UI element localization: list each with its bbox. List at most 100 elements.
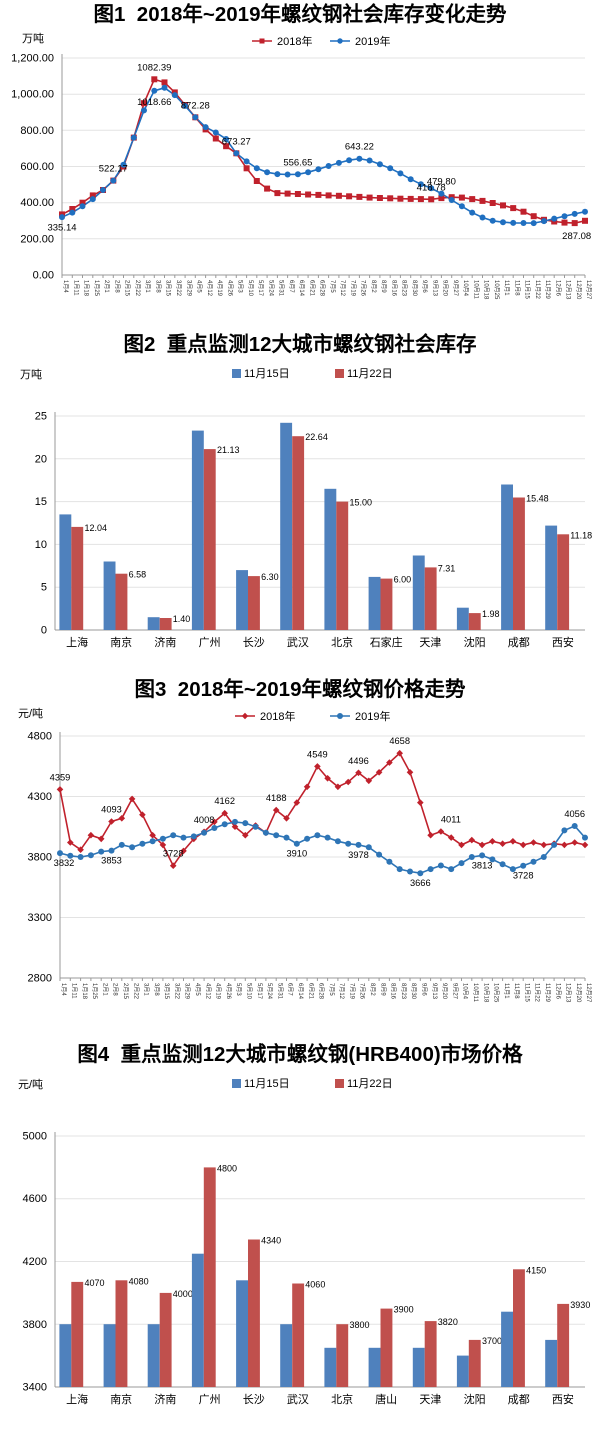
svg-text:4月5: 4月5 <box>196 280 203 293</box>
svg-text:1,200.00: 1,200.00 <box>11 53 54 65</box>
svg-text:4340: 4340 <box>261 1236 281 1246</box>
svg-text:石家庄: 石家庄 <box>370 635 403 649</box>
svg-text:15.00: 15.00 <box>350 498 373 508</box>
svg-text:4000: 4000 <box>173 1289 193 1299</box>
svg-text:上海: 上海 <box>66 1392 88 1406</box>
svg-text:4月12: 4月12 <box>206 280 213 297</box>
svg-text:12月20: 12月20 <box>575 280 582 300</box>
svg-text:3300: 3300 <box>28 912 52 924</box>
svg-text:12月6: 12月6 <box>554 280 561 297</box>
svg-text:5: 5 <box>41 582 47 594</box>
svg-text:11月15日: 11月15日 <box>244 1078 290 1090</box>
svg-text:2月15: 2月15 <box>122 983 129 1000</box>
svg-text:12月6: 12月6 <box>554 983 561 1000</box>
svg-text:4月19: 4月19 <box>216 280 223 297</box>
svg-text:3800: 3800 <box>23 1319 47 1331</box>
svg-text:3400: 3400 <box>23 1382 47 1394</box>
svg-text:4056: 4056 <box>564 809 585 819</box>
svg-text:3700: 3700 <box>482 1336 502 1346</box>
svg-text:335.14: 335.14 <box>47 222 76 233</box>
svg-text:556.65: 556.65 <box>283 157 312 168</box>
svg-text:天津: 天津 <box>419 1393 441 1406</box>
svg-text:3820: 3820 <box>438 1317 458 1327</box>
svg-text:8月23: 8月23 <box>401 280 408 297</box>
svg-text:2月1: 2月1 <box>103 280 110 293</box>
svg-text:5月31: 5月31 <box>278 280 285 297</box>
svg-text:8月9: 8月9 <box>380 280 387 293</box>
svg-text:4800: 4800 <box>28 731 52 743</box>
svg-text:4月12: 4月12 <box>204 983 211 1000</box>
svg-text:8月16: 8月16 <box>390 983 397 1000</box>
svg-text:4月5: 4月5 <box>194 983 201 996</box>
svg-text:3728: 3728 <box>163 849 184 859</box>
svg-text:7月12: 7月12 <box>338 983 345 1000</box>
svg-text:6月28: 6月28 <box>318 983 325 1000</box>
svg-text:3月8: 3月8 <box>153 983 160 996</box>
svg-text:沈阳: 沈阳 <box>464 635 486 649</box>
svg-text:872.28: 872.28 <box>181 100 210 111</box>
svg-text:9月13: 9月13 <box>431 280 438 297</box>
svg-text:6.30: 6.30 <box>261 572 279 582</box>
svg-text:4070: 4070 <box>85 1278 105 1288</box>
svg-text:7.31: 7.31 <box>438 563 456 573</box>
svg-text:5月17: 5月17 <box>256 983 263 1000</box>
svg-text:4093: 4093 <box>101 805 122 815</box>
svg-text:11月15: 11月15 <box>524 280 531 300</box>
svg-text:1月25: 1月25 <box>91 983 98 1000</box>
svg-text:7月12: 7月12 <box>339 280 346 297</box>
svg-text:11月22日: 11月22日 <box>347 1078 393 1090</box>
svg-text:1月11: 1月11 <box>73 280 80 296</box>
svg-text:3月1: 3月1 <box>144 280 151 293</box>
svg-text:643.22: 643.22 <box>345 142 374 153</box>
svg-text:5月3: 5月3 <box>235 983 242 996</box>
svg-text:7月26: 7月26 <box>359 983 366 1000</box>
svg-text:2月15: 2月15 <box>124 280 131 297</box>
svg-text:12月20: 12月20 <box>575 983 582 1003</box>
svg-text:3月8: 3月8 <box>155 280 162 293</box>
svg-text:广州: 广州 <box>199 1393 221 1406</box>
svg-text:10月4: 10月4 <box>462 983 469 1000</box>
svg-text:10月11: 10月11 <box>472 983 479 1003</box>
svg-text:万吨: 万吨 <box>20 368 42 381</box>
svg-text:6.58: 6.58 <box>129 570 147 580</box>
svg-text:3月29: 3月29 <box>184 983 191 1000</box>
svg-text:5月3: 5月3 <box>237 280 244 293</box>
svg-text:1月18: 1月18 <box>81 983 88 1000</box>
svg-text:2月8: 2月8 <box>114 280 121 293</box>
svg-text:7月19: 7月19 <box>348 983 355 1000</box>
svg-text:西安: 西安 <box>552 1392 574 1406</box>
svg-text:2019年: 2019年 <box>355 709 390 723</box>
svg-text:4月19: 4月19 <box>215 983 222 1000</box>
svg-text:287.08: 287.08 <box>562 231 591 242</box>
svg-text:3月15: 3月15 <box>163 983 170 1000</box>
svg-text:4359: 4359 <box>50 772 71 782</box>
svg-text:1082.39: 1082.39 <box>137 62 171 73</box>
svg-text:3910: 3910 <box>286 849 307 859</box>
svg-text:3月15: 3月15 <box>165 280 172 297</box>
svg-text:济南: 济南 <box>154 635 176 649</box>
svg-text:11月1: 11月1 <box>503 280 510 296</box>
svg-text:11.18: 11.18 <box>570 530 592 540</box>
svg-text:10月4: 10月4 <box>462 280 469 297</box>
svg-text:武汉: 武汉 <box>287 1393 309 1406</box>
svg-text:1月25: 1月25 <box>93 280 100 297</box>
svg-text:2800: 2800 <box>28 973 52 985</box>
svg-text:9月13: 9月13 <box>431 983 438 1000</box>
svg-text:2月1: 2月1 <box>101 983 108 996</box>
svg-text:11月8: 11月8 <box>513 280 520 296</box>
svg-text:200.00: 200.00 <box>20 233 54 245</box>
svg-text:4800: 4800 <box>217 1163 237 1173</box>
svg-text:12.04: 12.04 <box>85 523 108 533</box>
svg-text:6月21: 6月21 <box>307 983 314 1000</box>
svg-text:10: 10 <box>35 539 47 551</box>
svg-text:12月27: 12月27 <box>585 280 592 300</box>
svg-text:3728: 3728 <box>513 871 534 881</box>
svg-text:3800: 3800 <box>28 852 52 864</box>
svg-text:400.00: 400.00 <box>20 197 54 209</box>
svg-text:9月6: 9月6 <box>421 983 428 996</box>
svg-text:3666: 3666 <box>410 878 431 888</box>
svg-text:20: 20 <box>35 453 47 465</box>
svg-text:12月13: 12月13 <box>565 983 572 1003</box>
svg-text:600.00: 600.00 <box>20 161 54 173</box>
svg-text:西安: 西安 <box>552 635 574 649</box>
